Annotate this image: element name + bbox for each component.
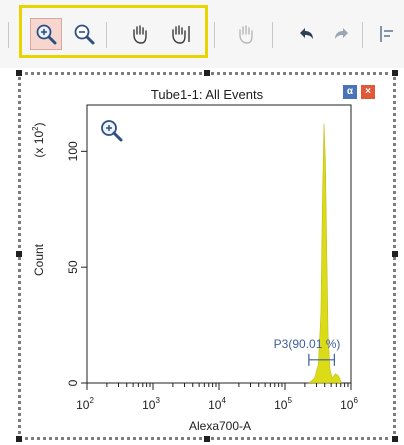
y-axis-label: Count — [32, 243, 46, 276]
close-button[interactable]: × — [361, 85, 375, 99]
zoom-cursor-icon — [101, 120, 123, 142]
resize-handle[interactable] — [392, 251, 398, 257]
y-multiplier-label: (x 102) — [31, 122, 46, 157]
resize-handle[interactable] — [204, 70, 210, 76]
x-tick-label: 102 — [76, 396, 94, 412]
x-tick-label: 103 — [142, 396, 160, 412]
plot-frame[interactable]: Tube1-1: All Events α × (x 102) Count Al… — [16, 70, 398, 442]
x-axis-label: Alexa700-A — [189, 419, 251, 433]
y-tick-label: 50 — [66, 260, 80, 274]
undo-icon — [300, 28, 313, 39]
toolbar-separator — [362, 22, 363, 48]
histogram-series — [308, 123, 343, 384]
toolbar-separator — [8, 22, 9, 48]
undo-button[interactable] — [290, 18, 322, 50]
toolbar-separator — [214, 22, 215, 48]
resize-handle[interactable] — [204, 436, 210, 442]
toolbar — [0, 0, 404, 68]
zoom-out-button[interactable] — [68, 18, 100, 50]
zoom-in-button[interactable] — [30, 18, 62, 50]
pan-disabled-button[interactable] — [230, 18, 262, 50]
gate-label: P3(90.01 %) — [274, 337, 341, 351]
toolbar-highlight — [19, 5, 208, 58]
redo-icon — [335, 28, 348, 39]
resize-handle[interactable] — [392, 436, 398, 442]
alpha-button[interactable]: α — [343, 85, 357, 99]
hand-axis-icon — [172, 25, 190, 44]
toolbar-separator — [106, 22, 107, 48]
plot-title: Tube1-1: All Events — [150, 87, 264, 102]
toolbar-separator — [272, 22, 273, 48]
x-tick-label: 104 — [208, 396, 226, 412]
zoom-out-icon — [74, 24, 95, 45]
histogram-chart[interactable]: (x 102) Count Alexa700-A 102 103 104 105 106… — [21, 75, 393, 437]
zoom-in-icon — [36, 24, 57, 45]
resize-handle[interactable] — [16, 70, 22, 76]
hand-disabled-icon — [239, 25, 253, 44]
align-left-icon — [380, 26, 393, 42]
pan-button[interactable] — [124, 18, 156, 50]
align-button[interactable] — [372, 18, 404, 50]
hand-icon — [133, 25, 147, 44]
pan-axis-button[interactable] — [164, 18, 196, 50]
x-tick-label: 105 — [274, 396, 292, 412]
resize-handle[interactable] — [16, 251, 22, 257]
resize-handle[interactable] — [392, 70, 398, 76]
redo-button[interactable] — [326, 18, 358, 50]
x-tick-label: 106 — [340, 396, 358, 412]
y-tick-label: 100 — [66, 141, 80, 161]
resize-handle[interactable] — [16, 436, 22, 442]
y-tick-label: 0 — [66, 379, 80, 386]
